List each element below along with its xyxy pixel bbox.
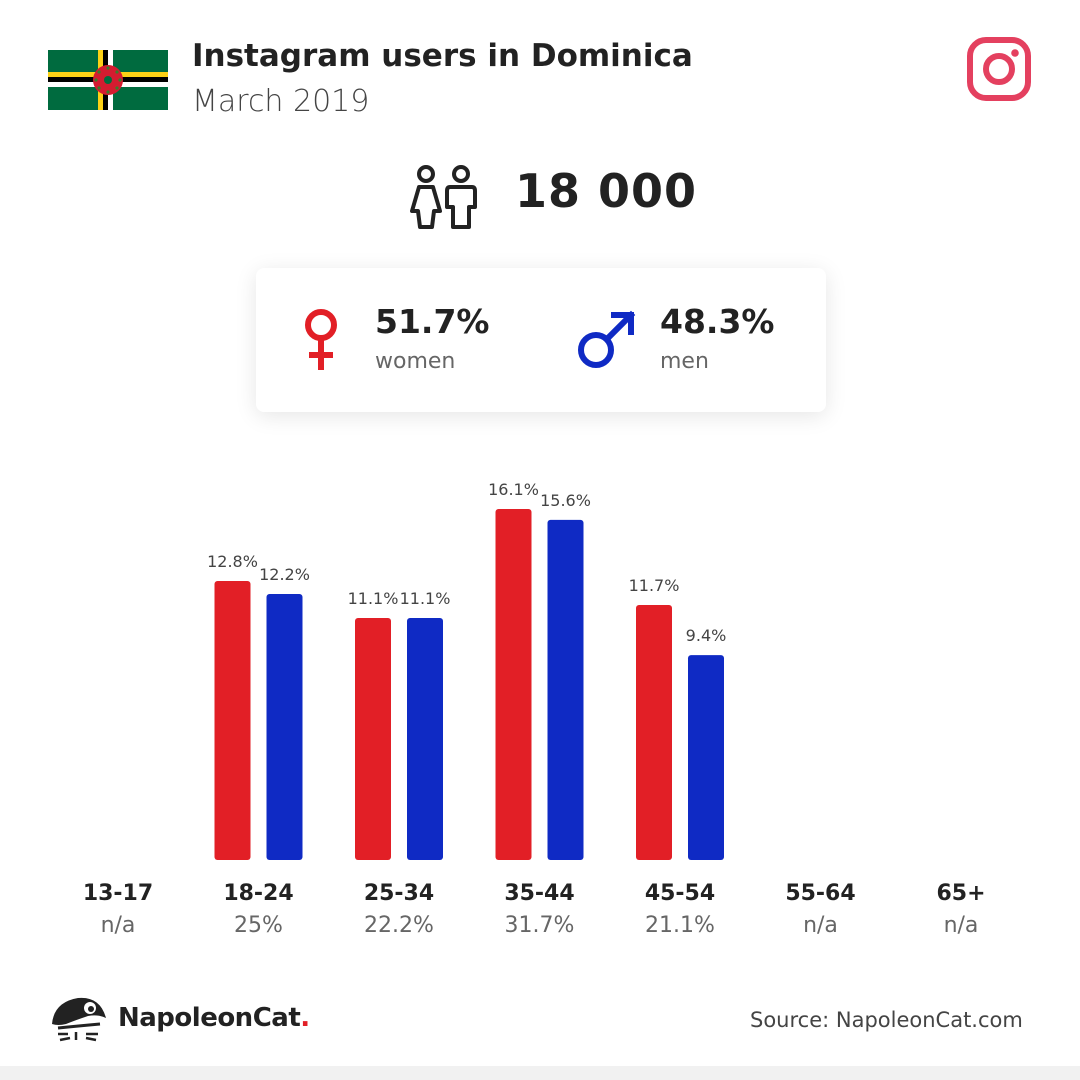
category-total-35-44: 31.7% [505,913,575,938]
category-total-18-24: 25% [234,913,283,938]
data-label-women-25-34: 11.1% [348,589,399,608]
female-symbol-icon [305,309,337,370]
bar-men-18-24 [266,594,303,860]
category-label-13-17: 13-17 [83,881,153,906]
bar-women-35-44 [495,509,532,860]
category-total-55-64: n/a [803,913,838,938]
category-total-25-34: 22.2% [364,913,434,938]
men-label: men [660,349,709,374]
bar-women-25-34 [355,618,391,860]
bar-women-18-24 [214,580,251,860]
bar-men-45-54 [688,655,724,860]
instagram-icon [967,37,1031,101]
category-total-65+: n/a [944,913,979,938]
data-label-women-35-44: 16.1% [488,480,539,499]
dominica-flag-icon [48,50,168,110]
data-label-men-45-54: 9.4% [686,626,727,645]
women-label: women [375,349,456,374]
source-credit: Source: NapoleonCat.com [750,1008,1023,1032]
people-icon [410,165,477,229]
data-label-women-18-24: 12.8% [207,552,258,571]
category-label-35-44: 35-44 [504,881,574,906]
data-label-men-25-34: 11.1% [400,589,451,608]
data-label-men-18-24: 12.2% [259,565,310,584]
napoleoncat-logo-icon [52,997,106,1042]
brand-name: NapoleonCat. [118,1003,310,1033]
category-label-65+: 65+ [936,881,985,906]
category-total-45-54: 21.1% [645,913,715,938]
women-percentage: 51.7% [375,302,490,341]
category-label-55-64: 55-64 [785,881,855,906]
category-label-45-54: 45-54 [645,881,715,906]
bar-men-35-44 [547,519,584,860]
gender-split-card [256,268,826,412]
bottom-divider [0,1066,1080,1080]
age-gender-bar-chart: 13-17 n/a 12.8%12.2% 18-24 25% 11.1% 11.1% 25-3… [83,480,986,938]
category-total-13-17: n/a [101,913,136,938]
men-percentage: 48.3% [660,302,775,341]
category-label-18-24: 18-24 [223,881,293,906]
bar-men-25-34 [407,618,443,860]
data-label-women-45-54: 11.7% [629,576,680,595]
page-title: Instagram users in Dominica [192,38,693,74]
category-label-25-34: 25-34 [364,881,434,906]
bar-women-45-54 [636,604,672,860]
page-subtitle: March 2019 [192,84,370,119]
male-symbol-icon [578,310,636,368]
data-label-men-35-44: 15.6% [540,491,591,510]
total-users-value: 18 000 [515,164,698,218]
